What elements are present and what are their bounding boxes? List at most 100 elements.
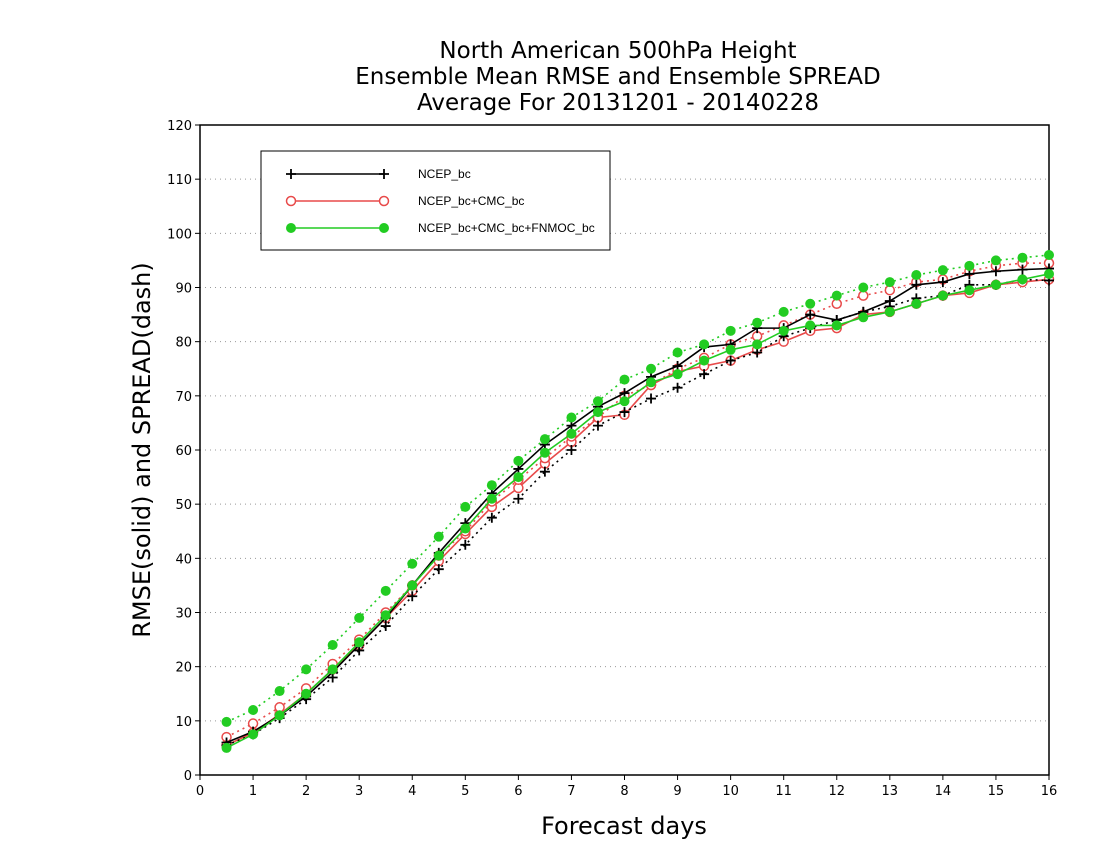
spread-point (513, 455, 524, 466)
y-tick-label: 110 (167, 173, 192, 188)
spread-point (592, 420, 603, 431)
spread-point (990, 255, 1001, 266)
rmse-point (752, 339, 763, 350)
x-axis: 0 1 2 3 4 5 6 7 8 9 10 11 12 13 14 15 16 (196, 775, 1057, 799)
x-tick-label: 12 (828, 784, 845, 799)
rmse-point (486, 493, 497, 504)
spread-point (937, 265, 948, 276)
spread-point (354, 612, 365, 623)
legend-marker (286, 169, 296, 179)
spread-point (380, 621, 391, 632)
spread-point (964, 260, 975, 271)
rmse-point (566, 428, 577, 439)
spread-point (539, 434, 550, 445)
spread-point (486, 480, 497, 491)
x-tick-label: 14 (935, 784, 952, 799)
spread-point (539, 466, 550, 477)
rmse-point (805, 309, 816, 320)
spread-point (380, 585, 391, 596)
legend-marker (379, 223, 389, 233)
x-tick-label: 1 (249, 784, 257, 799)
x-tick-label: 11 (775, 784, 792, 799)
spread-point (699, 369, 710, 380)
spread-point (672, 382, 683, 393)
series-ncep-bc (221, 263, 1054, 751)
rmse-point (274, 710, 285, 721)
legend-label: NCEP_bc+CMC_bc (418, 194, 524, 208)
x-tick-label: 4 (408, 784, 416, 799)
spread-point (725, 355, 736, 366)
grid (200, 178, 1049, 722)
spread-point (884, 277, 895, 288)
rmse-point (805, 320, 816, 331)
title-line-1: North American 500hPa Height (439, 38, 796, 64)
y-tick-label: 90 (175, 282, 192, 297)
spread-point (619, 374, 630, 385)
y-tick-label: 70 (175, 390, 192, 405)
legend-marker (286, 223, 296, 233)
rmse-point (964, 285, 975, 296)
y-tick-label: 120 (167, 119, 192, 134)
series-layer (221, 250, 1055, 753)
spread-point (460, 539, 471, 550)
rmse-point (248, 729, 259, 740)
rmse-point (539, 447, 550, 458)
rmse-point (911, 279, 922, 290)
spread-point (1044, 250, 1054, 260)
rmse-point (699, 355, 710, 366)
rmse-line-ncep-bc-cmc-bc-fnmoc-bc (226, 273, 1050, 749)
spread-point (646, 393, 657, 404)
legend-marker (378, 195, 390, 207)
legend-label: NCEP_bc (418, 167, 471, 181)
spread-point (699, 339, 710, 350)
rmse-point (433, 550, 444, 561)
y-tick-label: 50 (175, 498, 192, 513)
y-tick-label: 100 (167, 227, 192, 242)
y-tick-label: 20 (175, 661, 192, 676)
spread-point (301, 664, 312, 675)
rmse-point (884, 306, 895, 317)
y-tick-label: 30 (175, 607, 192, 622)
spread-point (725, 325, 736, 336)
title-line-2: Ensemble Mean RMSE and Ensemble SPREAD (355, 64, 880, 90)
x-tick-label: 15 (988, 784, 1005, 799)
rmse-point (1017, 264, 1028, 275)
series-ncep-bc-cmc-bc-fnmoc-bc (221, 250, 1054, 753)
spread-point (566, 445, 577, 455)
spread-point (592, 396, 603, 407)
legend: NCEP_bc NCEP_bc+CMC_bc NCEP_bc+CMC_bc+FNMO… (260, 150, 611, 251)
rmse-point (1017, 274, 1028, 285)
rmse-point (990, 266, 1001, 277)
rmse-point (672, 369, 683, 380)
x-tick-label: 8 (620, 784, 628, 799)
x-tick-label: 16 (1041, 784, 1058, 799)
spread-point (327, 640, 338, 650)
y-tick-label: 60 (175, 444, 192, 459)
spread-point (858, 282, 869, 293)
rmse-point (831, 320, 842, 331)
spread-point (433, 564, 444, 575)
spread-point (805, 298, 816, 309)
spread-point (566, 412, 577, 423)
rmse-point (911, 298, 922, 309)
rmse-point (619, 396, 630, 407)
spread-point (619, 407, 630, 418)
y-tick-label: 10 (175, 715, 192, 730)
rmse-point (592, 407, 603, 418)
spread-point (778, 306, 789, 317)
rmse-point (354, 637, 365, 648)
rmse-point (301, 688, 312, 699)
spread-point (407, 558, 418, 569)
x-tick-label: 13 (882, 784, 899, 799)
series-ncep-bc-cmc-bc (221, 257, 1055, 751)
rmse-point (990, 279, 1001, 290)
spread-point (460, 501, 471, 512)
y-tick-label: 80 (175, 336, 192, 351)
y-axis: 0 10 20 30 40 50 60 70 80 90 100 110 120 (167, 119, 200, 784)
x-axis-title: Forecast days (541, 812, 707, 840)
rmse-point (513, 472, 524, 483)
rmse-point (327, 664, 338, 675)
rmse-point (460, 523, 471, 534)
spread-point (911, 270, 922, 281)
